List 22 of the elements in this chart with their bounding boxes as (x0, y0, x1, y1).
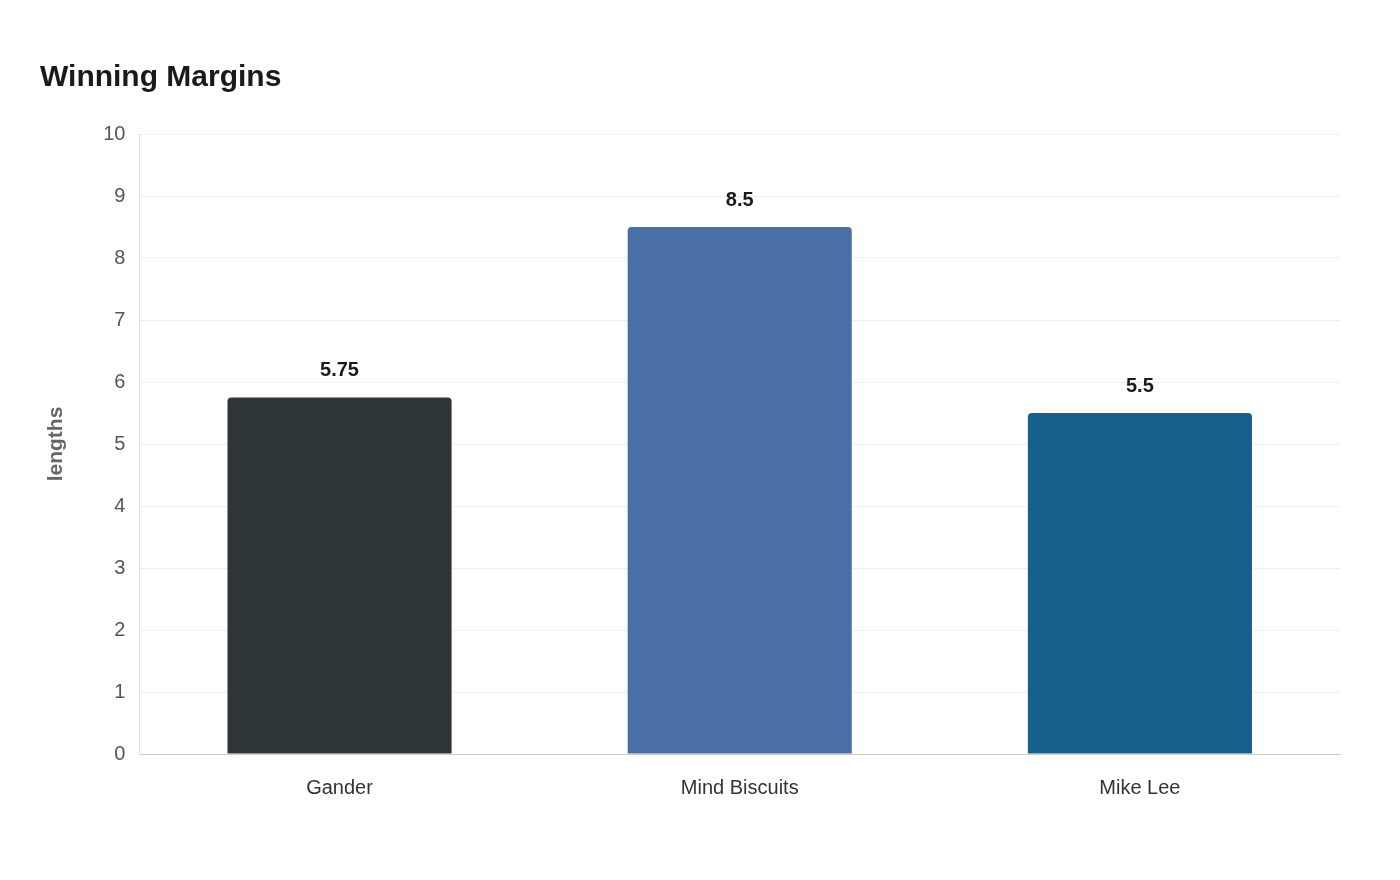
y-tick-label: 0 (114, 741, 126, 764)
y-tick-label: 1 (114, 679, 126, 702)
y-tick-label: 10 (103, 121, 126, 144)
y-tick-label: 8 (114, 245, 126, 268)
y-tick-label: 2 (114, 617, 126, 640)
x-tick-label: Mind Biscuits (680, 775, 799, 798)
y-axis-title: lengths (43, 406, 67, 482)
y-tick-label: 3 (114, 555, 126, 578)
x-tick-label: Gander (306, 775, 374, 798)
bar (227, 397, 452, 754)
bar (627, 227, 852, 754)
chart-title: Winning Margins (40, 59, 282, 93)
y-tick-label: 9 (114, 183, 126, 206)
y-tick-label: 6 (114, 369, 126, 392)
data-label: 8.5 (725, 187, 754, 210)
y-tick-label: 4 (114, 493, 126, 516)
x-tick-label: Mike Lee (1099, 775, 1181, 798)
data-label: 5.75 (320, 358, 360, 381)
data-label: 5.5 (1126, 373, 1154, 396)
bar (1027, 413, 1252, 754)
y-tick-label: 5 (114, 431, 126, 454)
y-tick-label: 7 (114, 307, 126, 330)
